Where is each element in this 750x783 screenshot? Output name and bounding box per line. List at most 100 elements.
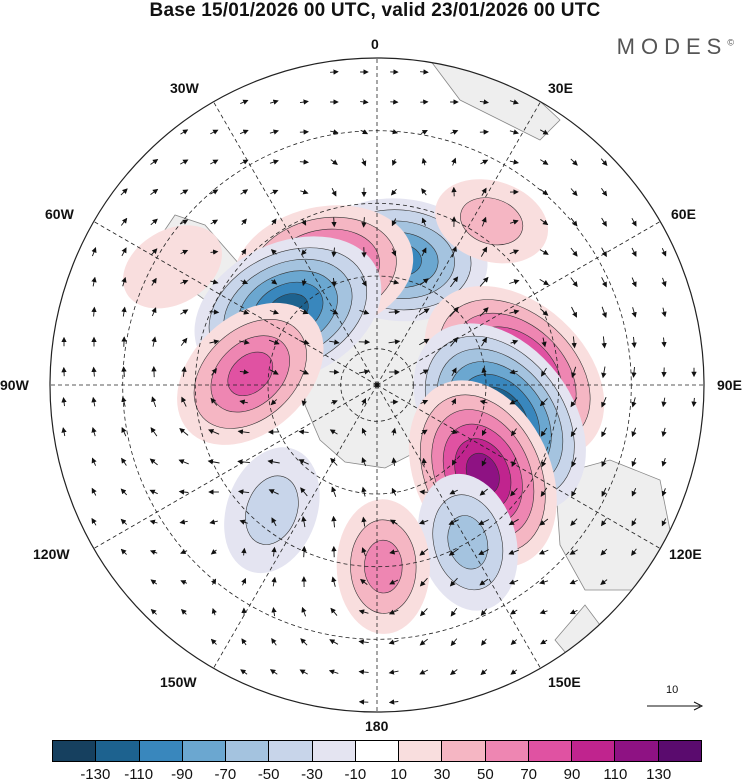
meridian-line — [376, 221, 661, 386]
wind-vector — [600, 518, 607, 527]
wind-vector — [419, 548, 429, 556]
wind-vector — [509, 579, 519, 585]
wind-vector — [180, 279, 189, 285]
wind-vector — [271, 576, 277, 587]
wind-vector — [329, 369, 340, 375]
anomaly-contour — [123, 225, 222, 309]
wind-vector — [509, 129, 519, 135]
brand-logo: MODES© — [617, 34, 734, 60]
wind-vector — [540, 487, 548, 497]
lon-label-180: 180 — [365, 718, 389, 734]
wind-vector — [150, 188, 159, 195]
wind-vector — [481, 458, 487, 467]
meridian-line — [376, 384, 541, 669]
wind-vector — [391, 218, 397, 227]
wind-vector — [361, 516, 367, 527]
wind-vector — [300, 638, 308, 646]
wind-vector — [361, 427, 367, 436]
wind-vector — [631, 427, 637, 438]
wind-vector — [391, 427, 397, 436]
wind-vector — [301, 516, 307, 528]
wind-vector — [569, 549, 578, 555]
wind-vector — [419, 669, 429, 675]
wind-vector — [328, 669, 339, 675]
wind-vector — [539, 398, 548, 407]
wind-vector — [151, 307, 157, 317]
wind-vector — [571, 487, 577, 497]
wind-vector — [601, 306, 607, 319]
wind-vector — [569, 579, 578, 585]
wind-vector — [151, 277, 157, 286]
wind-vector — [298, 429, 309, 435]
wind-vector — [570, 518, 578, 526]
wind-vector — [268, 339, 280, 345]
wind-vector — [180, 129, 189, 135]
wind-vector — [241, 638, 247, 646]
wind-vector — [330, 399, 338, 405]
wind-vector — [241, 547, 247, 556]
wind-vector — [509, 99, 519, 105]
wind-vector — [299, 369, 310, 375]
wind-vector — [509, 159, 519, 165]
wind-vector — [331, 515, 337, 528]
wind-vector — [208, 429, 220, 435]
wind-vector — [267, 459, 280, 465]
wind-vector — [421, 217, 427, 226]
wind-vector — [330, 129, 339, 135]
wind-vector — [298, 459, 309, 465]
wind-vector — [571, 457, 577, 468]
wind-vector — [240, 189, 249, 195]
wind-vector — [299, 159, 309, 165]
wind-vector — [510, 428, 517, 437]
wind-vector — [361, 547, 367, 557]
wind-vector — [631, 457, 637, 467]
wind-vector — [270, 189, 279, 195]
wind-vector — [91, 457, 97, 466]
wind-vector — [389, 579, 399, 585]
wind-vector — [539, 249, 549, 255]
wind-vector — [389, 279, 400, 285]
wind-vector — [361, 217, 367, 228]
wind-vector — [631, 277, 637, 288]
wind-vector — [508, 549, 519, 555]
wind-vector — [419, 369, 429, 375]
wind-vector — [631, 247, 637, 257]
colorbar-cell — [572, 741, 616, 761]
colorbar-cell — [615, 741, 659, 761]
wind-vector — [361, 397, 367, 406]
wind-vector — [360, 129, 369, 135]
wind-vector — [479, 276, 489, 287]
wind-vector — [388, 639, 399, 645]
wind-vector — [391, 248, 397, 257]
wind-vector — [540, 427, 548, 437]
wind-vector — [448, 519, 459, 525]
wind-vector — [418, 519, 429, 525]
colorbar-cell — [182, 741, 227, 761]
wind-vector — [239, 129, 249, 135]
colorbar-tick-label: -70 — [214, 766, 237, 783]
wind-vector — [241, 577, 247, 586]
wind-vector — [360, 99, 369, 105]
colorbar-cell — [96, 741, 140, 761]
wind-vector — [178, 489, 189, 495]
colorbar-cell — [399, 741, 443, 761]
wind-vector — [237, 429, 250, 435]
wind-vector — [480, 159, 489, 165]
lon-label-150e: 150E — [548, 674, 581, 690]
wind-vector — [358, 639, 369, 645]
colorbar-tick-label: 130 — [646, 766, 672, 783]
wind-vector — [509, 309, 520, 315]
wind-vector — [331, 277, 337, 287]
wind-vector — [210, 159, 219, 165]
colorbar-tick-label: 110 — [603, 766, 628, 783]
page-title: Base 15/01/2026 00 UTC, valid 23/01/2026… — [149, 0, 601, 21]
reference-vector-arrow — [647, 701, 704, 711]
wind-vector — [510, 669, 518, 675]
wind-vector — [239, 309, 250, 315]
wind-vector — [91, 427, 97, 437]
wind-vector — [481, 367, 487, 376]
colorbar-cell — [139, 741, 183, 761]
wind-vector — [661, 248, 667, 257]
wind-vector — [329, 339, 340, 345]
